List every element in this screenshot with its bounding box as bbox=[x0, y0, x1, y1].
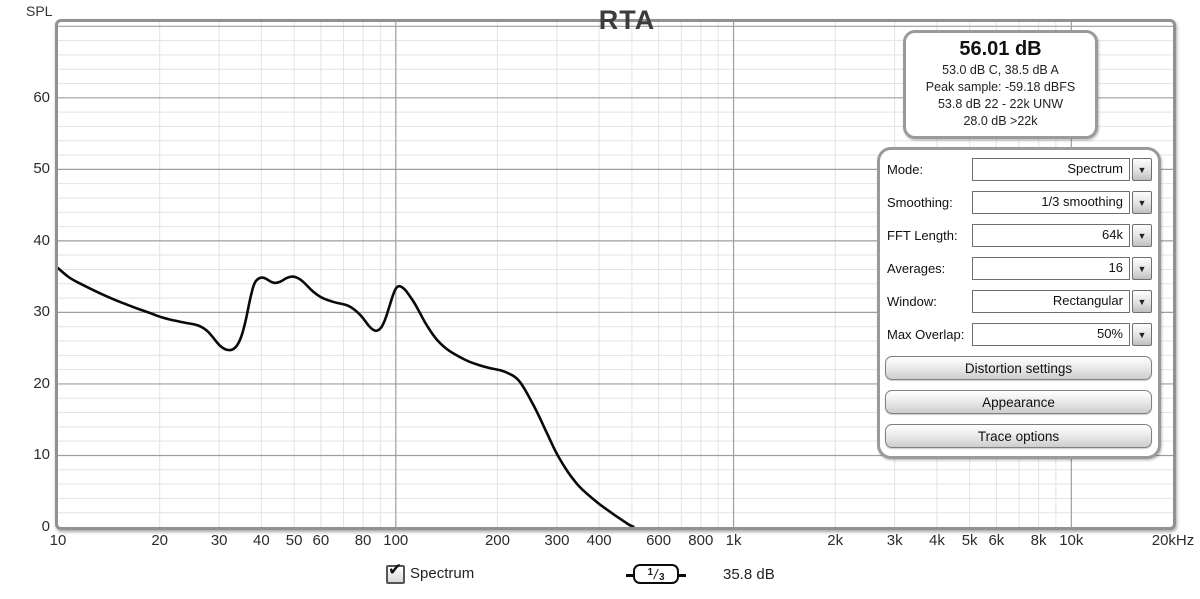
y-tick-label: 50 bbox=[33, 160, 50, 178]
dropdown-smoothing[interactable]: 1/3 smoothing ▼ bbox=[972, 191, 1152, 214]
control-row-smoothing: Smoothing: 1/3 smoothing ▼ bbox=[885, 191, 1152, 214]
chevron-down-icon[interactable]: ▼ bbox=[1132, 257, 1152, 280]
x-tick-label: 300 bbox=[544, 532, 570, 549]
spl-main-value: 56.01 dB bbox=[959, 38, 1042, 60]
dropdown-label-max-overlap: Max Overlap: bbox=[887, 327, 965, 342]
x-tick-label: 5k bbox=[961, 532, 978, 549]
control-rows: Mode: Spectrum ▼ Smoothing: 1/3 smoothing ▼ FF… bbox=[885, 158, 1152, 346]
x-tick-label: 800 bbox=[688, 532, 714, 549]
above-22k-level-value: 28.0 dB >22k bbox=[963, 114, 1038, 128]
x-tick-label: 200 bbox=[484, 532, 510, 549]
x-tick-label: 10k bbox=[1059, 532, 1084, 549]
distortion-settings-button[interactable]: Distortion settings bbox=[885, 356, 1152, 380]
y-tick-label: 40 bbox=[33, 231, 50, 249]
x-tick-label: 60 bbox=[312, 532, 330, 549]
x-tick-label: 30 bbox=[210, 532, 228, 549]
dropdown-value-mode[interactable]: Spectrum bbox=[972, 158, 1130, 181]
x-tick-label: 400 bbox=[586, 532, 612, 549]
panel-buttons: Distortion settings Appearance Trace optio… bbox=[885, 356, 1152, 448]
dropdown-value-max-overlap[interactable]: 50% bbox=[972, 323, 1130, 346]
control-row-max-overlap: Max Overlap: 50% ▼ bbox=[885, 323, 1152, 346]
x-tick-label: 600 bbox=[646, 532, 672, 549]
dropdown-label-window: Window: bbox=[887, 294, 937, 309]
y-tick-label: 60 bbox=[33, 88, 50, 106]
dropdown-value-window[interactable]: Rectangular bbox=[972, 290, 1130, 313]
x-tick-label: 1k bbox=[725, 532, 742, 549]
chevron-down-icon[interactable]: ▼ bbox=[1132, 224, 1152, 247]
spectrum-trace bbox=[58, 266, 635, 527]
y-axis-title: SPL bbox=[26, 3, 53, 19]
control-row-averages: Averages: 16 ▼ bbox=[885, 257, 1152, 280]
trace-options-button[interactable]: Trace options bbox=[885, 424, 1152, 448]
x-tick-label: 10 bbox=[49, 532, 67, 549]
y-tick-label: 20 bbox=[33, 374, 50, 392]
dropdown-fft-length[interactable]: 64k ▼ bbox=[972, 224, 1152, 247]
smoothing-numerator: 1 bbox=[647, 566, 654, 578]
chevron-down-icon[interactable]: ▼ bbox=[1132, 158, 1152, 181]
spectrum-checkbox-label: Spectrum bbox=[410, 565, 475, 582]
chevron-down-icon[interactable]: ▼ bbox=[1132, 290, 1152, 313]
chart-title: RTA bbox=[598, 5, 656, 35]
dropdown-label-averages: Averages: bbox=[887, 261, 946, 276]
smoothing-denominator: 3 bbox=[658, 571, 665, 583]
y-tick-label: 10 bbox=[33, 446, 50, 464]
dropdown-label-mode: Mode: bbox=[887, 162, 924, 177]
dropdown-value-smoothing[interactable]: 1/3 smoothing bbox=[972, 191, 1130, 214]
smoothing-badge[interactable]: 1 / 3 bbox=[626, 564, 686, 584]
control-row-mode: Mode: Spectrum ▼ bbox=[885, 158, 1152, 181]
control-row-window: Window: Rectangular ▼ bbox=[885, 290, 1152, 313]
dropdown-label-fft-length: FFT Length: bbox=[887, 228, 958, 243]
x-tick-label: 2k bbox=[827, 532, 844, 549]
dropdown-value-fft-length[interactable]: 64k bbox=[972, 224, 1130, 247]
dropdown-mode[interactable]: Spectrum ▼ bbox=[972, 158, 1152, 181]
x-tick-label: 20 bbox=[151, 532, 169, 549]
dropdown-window[interactable]: Rectangular ▼ bbox=[972, 290, 1152, 313]
chevron-down-icon[interactable]: ▼ bbox=[1132, 323, 1152, 346]
y-tick-label: 30 bbox=[33, 303, 50, 321]
x-tick-label: 20kHz bbox=[1151, 532, 1195, 549]
dropdown-label-smoothing: Smoothing: bbox=[887, 195, 953, 210]
band-level-value: 53.8 dB 22 - 22k UNW bbox=[937, 97, 1064, 111]
level-readout-box: 56.01 dB 53.0 dB C, 38.5 dB A Peak sampl… bbox=[903, 30, 1098, 139]
x-tick-label: 100 bbox=[383, 532, 409, 549]
appearance-button[interactable]: Appearance bbox=[885, 390, 1152, 414]
chevron-down-icon[interactable]: ▼ bbox=[1132, 191, 1152, 214]
x-tick-label: 40 bbox=[253, 532, 270, 549]
current-level-readout: 35.8 dB bbox=[723, 566, 775, 583]
x-tick-label: 6k bbox=[988, 532, 1005, 549]
x-tick-label: 8k bbox=[1030, 532, 1047, 549]
y-tick-label: 0 bbox=[41, 518, 50, 535]
dropdown-max-overlap[interactable]: 50% ▼ bbox=[972, 323, 1152, 346]
spl-weighted-values: 53.0 dB C, 38.5 dB A bbox=[942, 63, 1059, 77]
x-tick-label: 50 bbox=[285, 532, 303, 549]
x-tick-label: 4k bbox=[928, 532, 945, 549]
dropdown-averages[interactable]: 16 ▼ bbox=[972, 257, 1152, 280]
x-tick-label: 3k bbox=[886, 532, 903, 549]
checkmark-icon: ✔ bbox=[388, 560, 403, 579]
spectrum-checkbox[interactable]: ✔ bbox=[386, 560, 405, 584]
x-tick-label: 80 bbox=[354, 532, 372, 549]
controls-panel: Mode: Spectrum ▼ Smoothing: 1/3 smoothing ▼ FF… bbox=[877, 147, 1161, 459]
control-row-fft-length: FFT Length: 64k ▼ bbox=[885, 224, 1152, 247]
peak-sample-value: Peak sample: -59.18 dBFS bbox=[925, 80, 1076, 94]
dropdown-value-averages[interactable]: 16 bbox=[972, 257, 1130, 280]
